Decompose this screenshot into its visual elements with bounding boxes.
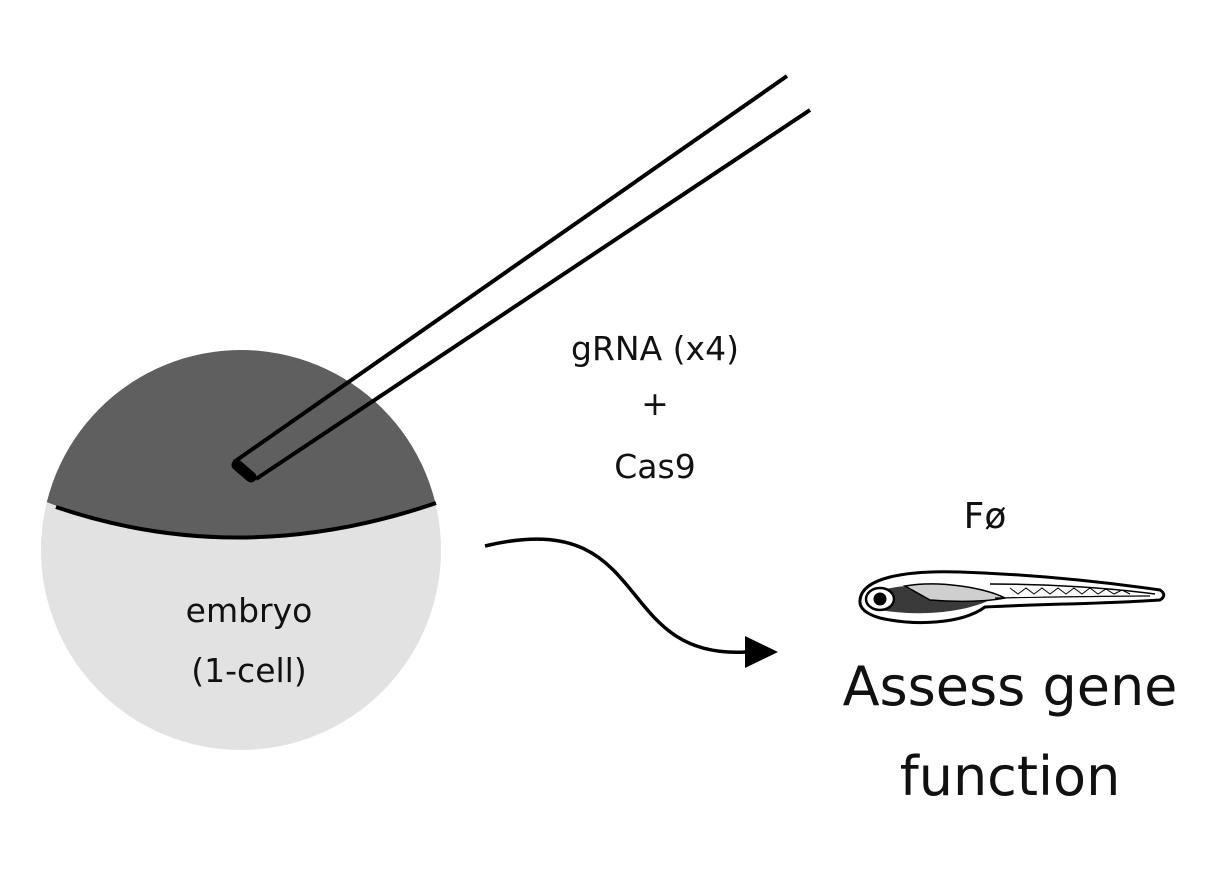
zebrafish-larva-icon	[858, 570, 1166, 625]
curved-arrow-icon	[484, 537, 778, 668]
embryo-label-line2: (1-cell)	[191, 651, 306, 690]
grna-label: gRNA (x4)	[571, 329, 739, 368]
micropipette-icon	[231, 74, 812, 483]
embryo-label: embryo (1-cell)	[186, 591, 313, 690]
injection-mix-label: gRNA (x4) + Cas9	[571, 329, 739, 486]
cas9-label: Cas9	[614, 447, 695, 486]
embryo-boundary-line	[55, 501, 437, 540]
embryo-cytoplasm	[41, 350, 441, 539]
outcome-label-line2: function	[900, 745, 1121, 808]
embryo-icon	[41, 350, 441, 750]
plus-sign: +	[641, 384, 669, 423]
embryo-label-line1: embryo	[186, 591, 313, 630]
f0-generation-label: Fø	[964, 496, 1007, 537]
outcome-label-line1: Assess gene	[843, 655, 1178, 718]
outcome-label: Assess gene function	[843, 655, 1178, 808]
